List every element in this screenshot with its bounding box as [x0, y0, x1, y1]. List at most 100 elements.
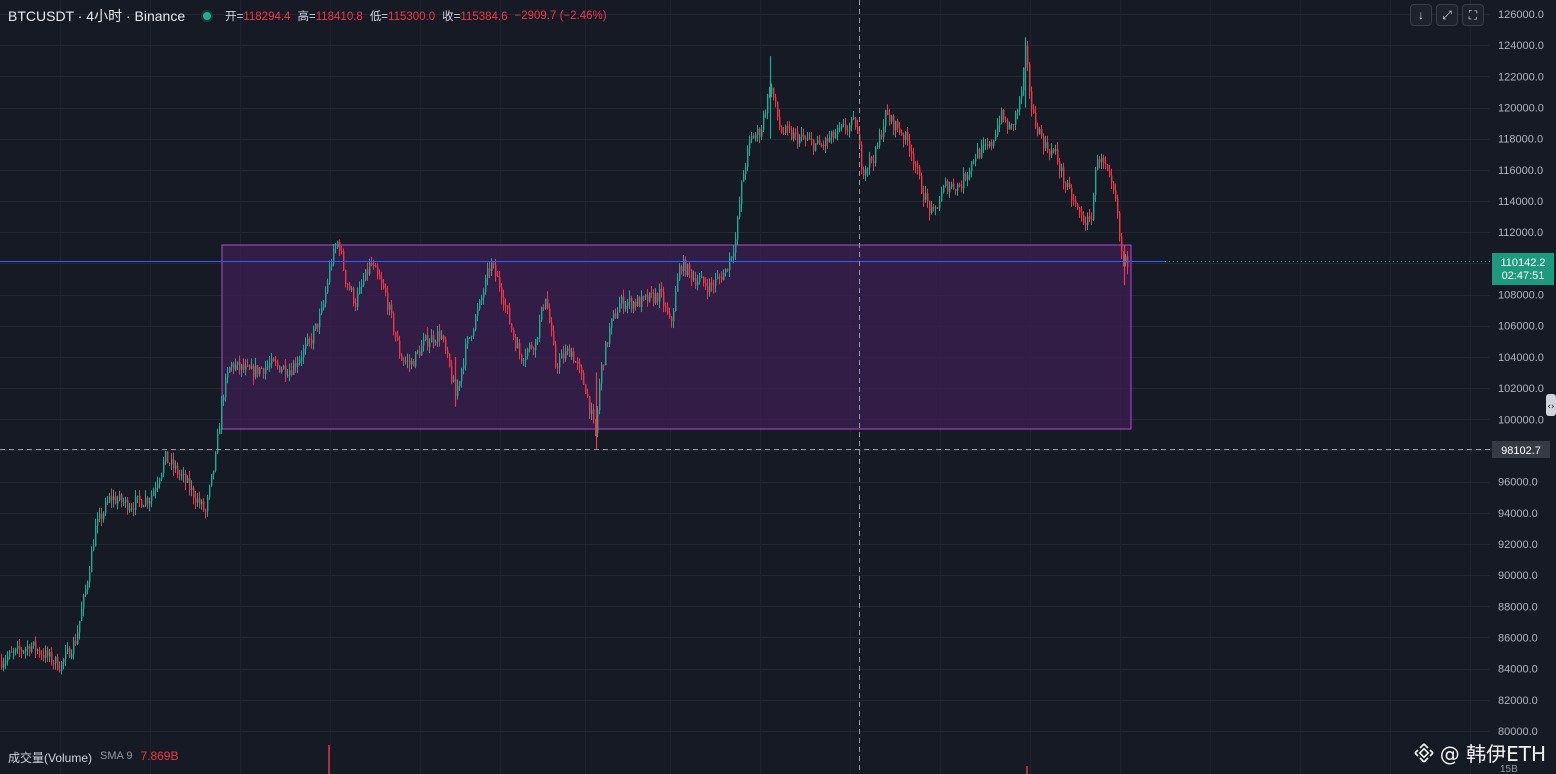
- candle-body: [647, 295, 649, 302]
- candle-body: [1033, 108, 1035, 114]
- fullscreen-icon[interactable]: ⛶: [1462, 4, 1484, 26]
- candle-body: [1097, 159, 1099, 170]
- price-axis[interactable]: 126000.0 124000.0 122000.0 120000.0 118000.0…: [1498, 9, 1544, 738]
- candle-body: [655, 293, 657, 303]
- candle-body: [159, 479, 161, 484]
- candle-body: [695, 278, 697, 286]
- candle-body: [843, 124, 845, 126]
- candle-body: [143, 505, 145, 508]
- candle-body: [73, 640, 75, 655]
- candle-body: [23, 651, 25, 653]
- candle-body: [123, 501, 125, 503]
- candle-body: [365, 269, 367, 281]
- candle-body: [969, 170, 971, 176]
- axis-scroll-handle[interactable]: ‹›: [1546, 394, 1556, 416]
- candle-body: [153, 490, 155, 496]
- candle-body: [907, 131, 909, 141]
- candle-body: [1101, 157, 1103, 163]
- candle-body: [569, 348, 571, 357]
- candle-body: [1083, 215, 1085, 223]
- candle-body: [893, 115, 895, 131]
- candle-body: [557, 366, 559, 368]
- candle-body: [967, 175, 969, 180]
- candle-body: [779, 116, 781, 128]
- candle-body: [339, 241, 341, 251]
- candle-body: [689, 264, 691, 271]
- candle-body: [47, 650, 49, 657]
- candle-body: [481, 297, 483, 301]
- candle-body: [1045, 142, 1047, 149]
- countdown-value: 02:47:51: [1502, 270, 1545, 282]
- candle-body: [619, 303, 621, 313]
- candle-body: [9, 651, 11, 657]
- candle-body: [293, 363, 295, 375]
- candle-body: [489, 268, 491, 271]
- candle-body: [793, 132, 795, 139]
- range-box[interactable]: [221, 244, 1132, 430]
- candle-body: [165, 451, 167, 462]
- candle-body: [1003, 110, 1005, 121]
- candle-body: [69, 648, 71, 658]
- candle-body: [783, 132, 785, 134]
- candle-body: [241, 364, 243, 370]
- symbol-title[interactable]: BTCUSDT · 4小时 · Binance: [8, 8, 186, 24]
- candle-body: [597, 410, 599, 434]
- candle-body: [553, 330, 555, 345]
- candle-body: [885, 109, 887, 127]
- candle-body: [479, 300, 481, 309]
- market-status-icon: [203, 12, 212, 20]
- candle-body: [961, 186, 963, 189]
- price-tick-label: 120000.0: [1498, 103, 1544, 115]
- candle-body: [451, 366, 453, 382]
- candle-body: [467, 338, 469, 344]
- candle-body: [39, 649, 41, 655]
- candle-body: [277, 362, 279, 366]
- candle-body: [347, 283, 349, 286]
- candle-body: [909, 140, 911, 151]
- candle-body: [1099, 159, 1101, 163]
- candle-body: [41, 654, 43, 656]
- candle-body: [617, 312, 619, 319]
- candle-body: [735, 239, 737, 253]
- candle-body: [299, 359, 301, 364]
- volume-label[interactable]: 成交量(Volume): [8, 751, 93, 765]
- candle-body: [581, 367, 583, 374]
- candle-body: [757, 129, 759, 135]
- candle-body: [537, 337, 539, 340]
- candle-body: [53, 662, 55, 664]
- candle-body: [833, 131, 835, 138]
- candle-body: [97, 518, 99, 526]
- candle-body: [803, 134, 805, 139]
- candle-body: [1105, 163, 1107, 165]
- candle-body: [977, 149, 979, 159]
- candle-body: [963, 173, 965, 189]
- expand-icon[interactable]: ⤢: [1436, 4, 1458, 26]
- candle-body: [805, 138, 807, 140]
- volume-legend: 成交量(Volume) SMA 9 7.869B: [8, 749, 178, 766]
- candle-body: [837, 127, 839, 135]
- candle-body: [645, 295, 647, 297]
- candle-body: [435, 341, 437, 343]
- candle-body: [653, 293, 655, 303]
- candle-body: [759, 129, 761, 137]
- chart-toolbar: ↓ ⤢ ⛶: [1410, 4, 1484, 26]
- arrow-down-icon[interactable]: ↓: [1410, 4, 1432, 26]
- candle-body: [279, 365, 281, 373]
- candle-body: [583, 373, 585, 385]
- candle-body: [1119, 213, 1121, 237]
- candle-body: [623, 296, 625, 309]
- candle-body: [147, 497, 149, 504]
- candle-body: [295, 363, 297, 367]
- candle-body: [1103, 157, 1105, 164]
- chart-header: BTCUSDT · 4小时 · Binance 开=118294.4 高=118…: [8, 6, 607, 26]
- candle-body: [323, 303, 325, 308]
- candle-body: [875, 147, 877, 164]
- candle-body: [453, 379, 455, 382]
- candle-body: [1011, 124, 1013, 126]
- candle-body: [547, 298, 549, 309]
- candle-body: [795, 132, 797, 134]
- candle-body: [1061, 167, 1063, 172]
- candle-body: [611, 318, 613, 328]
- candle-body: [465, 343, 467, 366]
